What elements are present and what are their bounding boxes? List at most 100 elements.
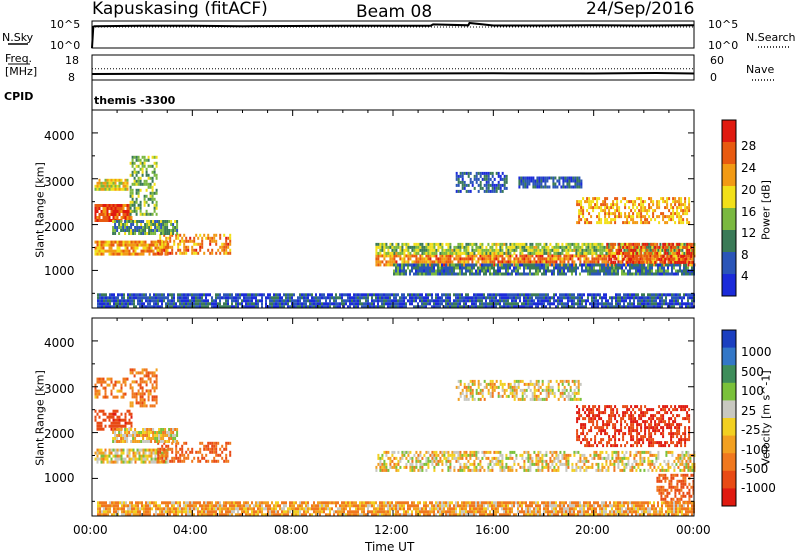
heat-cell <box>142 437 145 440</box>
heat-cell <box>461 257 464 261</box>
heat-cell <box>647 254 650 258</box>
heat-cell <box>375 305 377 309</box>
heat-cell <box>277 296 279 300</box>
heat-cell <box>215 296 217 300</box>
heat-cell <box>133 170 136 174</box>
heat-cell <box>227 242 230 246</box>
heat-cell <box>114 427 117 431</box>
heat-cell <box>654 251 657 255</box>
heat-cell <box>321 305 323 309</box>
heat-cell <box>395 263 397 267</box>
heat-cell <box>171 293 173 297</box>
heat-cell <box>591 293 593 297</box>
heat-cell <box>110 448 113 452</box>
heat-cell <box>523 242 526 246</box>
heat-cell <box>565 254 568 258</box>
heat-cell <box>116 440 119 443</box>
heat-cell <box>609 272 611 276</box>
heat-cell <box>295 305 297 309</box>
heat-cell <box>558 176 561 180</box>
heat-cell <box>585 242 588 246</box>
heat-cell <box>156 220 159 223</box>
heat-cell <box>397 305 399 309</box>
heat-cell <box>122 223 125 226</box>
heat-cell <box>110 207 113 210</box>
heat-cell <box>578 182 581 186</box>
heat-cell <box>473 272 475 276</box>
heat-cell <box>491 189 494 193</box>
heat-cell <box>535 242 538 246</box>
heat-cell <box>655 263 657 267</box>
heat-cell <box>441 269 443 273</box>
heat-cell <box>114 249 117 253</box>
heat-cell <box>435 269 437 273</box>
heat-cell <box>385 254 388 258</box>
heat-cell <box>670 257 673 261</box>
heat-cell <box>385 293 387 297</box>
heat-cell <box>503 302 505 306</box>
heat-cell <box>520 179 523 183</box>
heat-cell <box>591 242 594 246</box>
heat-cell <box>581 248 584 252</box>
heat-cell <box>618 251 621 255</box>
heat-cell <box>147 182 150 186</box>
heat-cell <box>441 263 443 267</box>
heat-cell <box>395 260 398 264</box>
heat-cell <box>485 245 488 249</box>
heat-cell <box>126 226 129 229</box>
heat-cell <box>129 173 132 177</box>
heat-cell <box>529 245 532 249</box>
heat-cell <box>617 263 619 267</box>
heat-cell <box>126 204 129 207</box>
heat-cell <box>289 299 291 303</box>
heat-cell <box>684 257 687 261</box>
heat-cell <box>589 269 591 273</box>
heat-cell <box>473 251 476 255</box>
heat-cell <box>445 296 447 300</box>
heat-cell <box>610 218 613 222</box>
heat-cell <box>624 251 627 255</box>
heat-cell <box>626 221 629 225</box>
heat-cell <box>610 206 613 210</box>
heat-cell <box>652 215 655 219</box>
heat-cell <box>114 395 117 399</box>
heat-cell <box>663 266 665 270</box>
heat-cell <box>181 450 184 454</box>
heat-cell <box>453 302 455 306</box>
heat-cell <box>666 251 669 255</box>
heat-cell <box>281 296 283 300</box>
heat-cell <box>131 203 134 207</box>
heat-cell <box>127 299 129 303</box>
heat-cell <box>113 299 115 303</box>
heat-cell <box>401 272 403 276</box>
heat-cell <box>94 415 97 419</box>
heat-cell <box>519 242 522 246</box>
heat-cell <box>183 459 186 463</box>
heat-cell <box>489 245 492 249</box>
heat-cell <box>619 299 621 303</box>
heat-cell <box>177 459 180 463</box>
heat-cell <box>201 239 204 243</box>
heat-cell <box>116 220 119 223</box>
heat-cell <box>677 302 679 306</box>
heat-cell <box>116 434 119 437</box>
heat-cell <box>427 299 429 303</box>
heat-cell <box>116 204 119 207</box>
heat-cell <box>141 182 144 186</box>
heat-cell <box>423 257 426 261</box>
heat-cell <box>168 220 171 223</box>
heat-cell <box>118 181 121 185</box>
heat-cell <box>415 251 418 255</box>
heat-cell <box>403 272 405 276</box>
heat-cell <box>251 299 253 303</box>
heat-cell <box>553 293 555 297</box>
heat-cell <box>543 266 545 270</box>
heat-cell <box>661 272 663 276</box>
heat-cell <box>591 254 594 258</box>
heat-cell <box>143 179 146 183</box>
heat-cell <box>465 248 468 252</box>
heat-cell <box>139 296 141 300</box>
heat-cell <box>201 293 203 297</box>
heat-cell <box>111 305 113 309</box>
heat-cell <box>473 302 475 306</box>
